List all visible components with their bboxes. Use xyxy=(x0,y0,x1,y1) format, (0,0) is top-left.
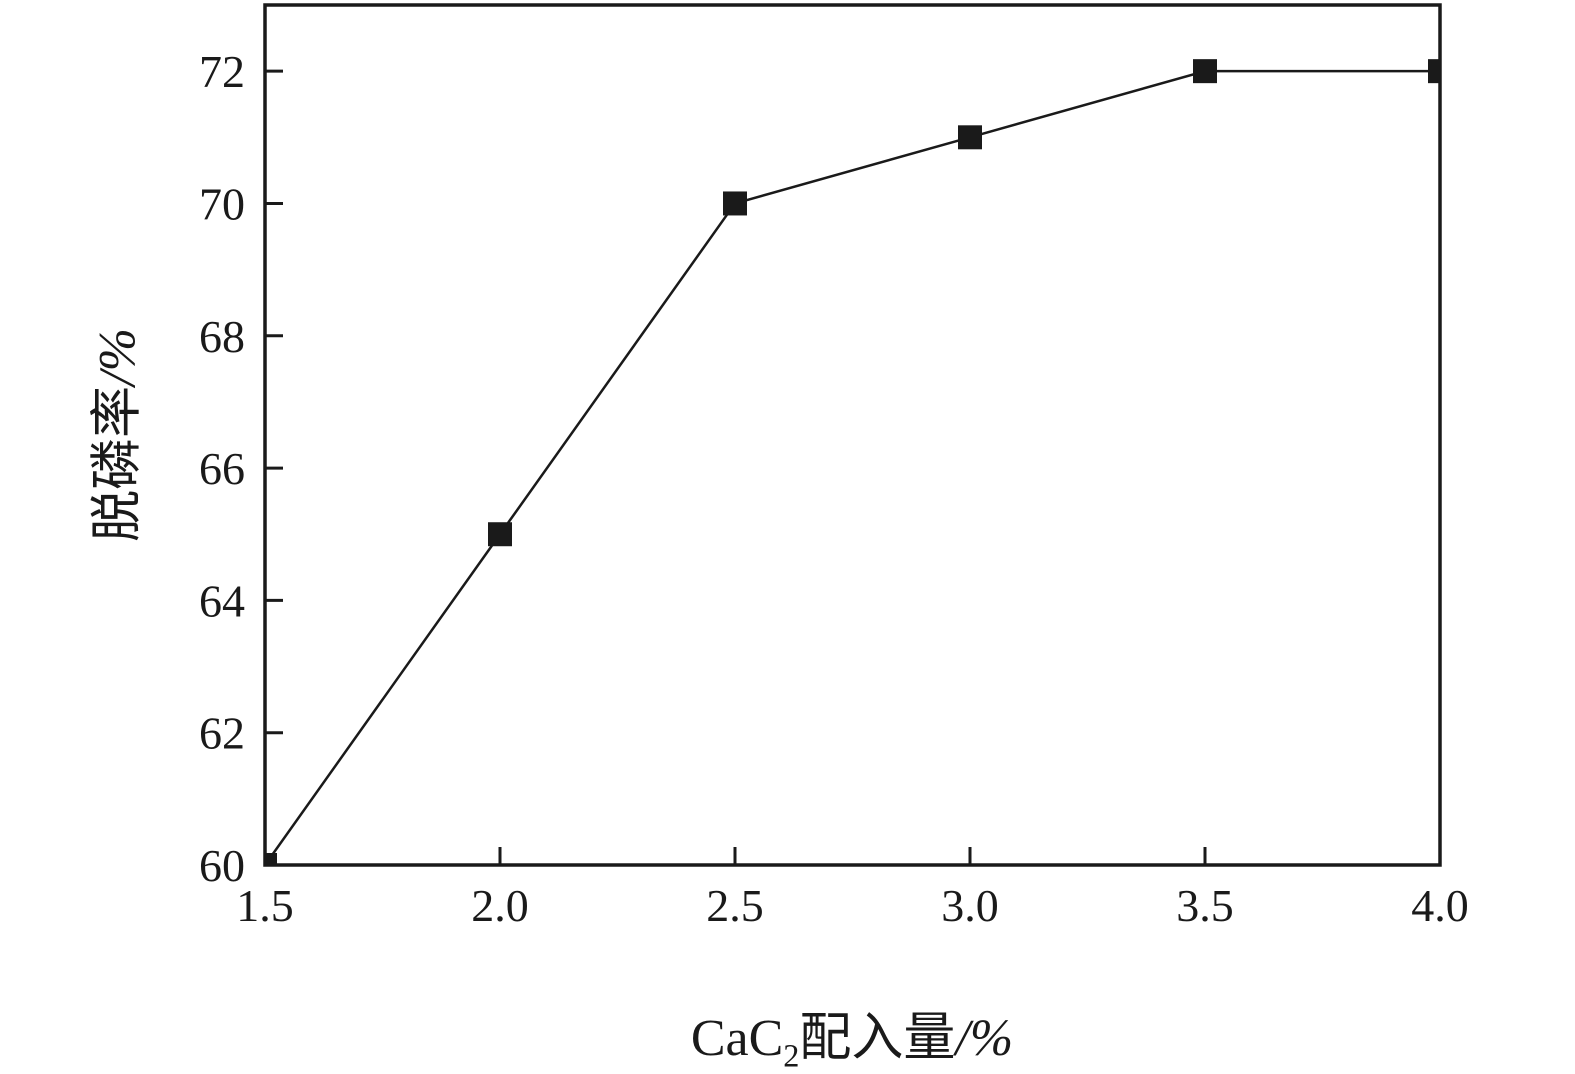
y-tick-label: 64 xyxy=(199,575,245,626)
x-tick-label: 1.5 xyxy=(236,880,294,931)
x-axis-title-prefix: CaC xyxy=(690,1010,784,1067)
data-line xyxy=(264,69,1440,866)
data-point-marker xyxy=(1193,59,1217,84)
x-axis-title-subscript: 2 xyxy=(783,1037,800,1074)
data-point-marker xyxy=(488,522,512,547)
x-tick-label: 3.0 xyxy=(941,880,999,931)
y-axis-title-text: 脱磷率 xyxy=(89,385,147,542)
y-tick-label: 70 xyxy=(199,178,245,229)
data-point-marker xyxy=(264,853,277,866)
y-tick-label: 72 xyxy=(199,46,245,97)
x-axis-title-unit: /% xyxy=(955,1010,1014,1067)
y-tick-label: 60 xyxy=(199,840,245,891)
data-point-marker xyxy=(723,191,747,216)
data-point-marker xyxy=(958,125,982,150)
x-axis-title: CaC2配入量/% xyxy=(691,995,1013,1074)
x-axis-title-text: 配入量 xyxy=(799,1010,956,1067)
x-tick-label: 2.5 xyxy=(706,880,764,931)
x-tick-label: 4.0 xyxy=(1411,880,1469,931)
data-point-marker xyxy=(1428,59,1441,84)
y-tick-label: 66 xyxy=(199,443,245,494)
x-tick-label: 3.5 xyxy=(1176,880,1234,931)
plot-frame xyxy=(263,3,1442,867)
y-axis-title-unit: /% xyxy=(89,328,147,386)
y-tick-label: 68 xyxy=(199,311,245,362)
y-axis-title: 脱磷率/% xyxy=(75,328,150,542)
y-tick-label: 62 xyxy=(199,708,245,759)
x-tick-label: 2.0 xyxy=(471,880,529,931)
